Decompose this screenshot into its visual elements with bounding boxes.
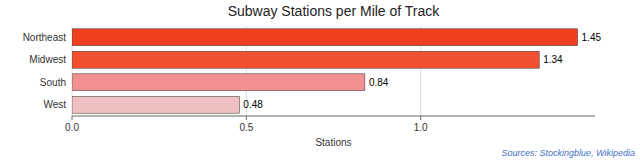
- category-label: Northeast: [23, 32, 67, 43]
- tick-mark: [420, 116, 421, 120]
- data-label: 0.48: [243, 99, 263, 110]
- x-axis-line: [72, 116, 595, 117]
- chart-svg: Subway Stations per Mile of Track 0.0 0.5 1…: [0, 0, 640, 160]
- tick-label: 0.5: [239, 122, 253, 133]
- source: Sources: Stockingblue, Wikipedia: [502, 148, 636, 158]
- x-axis-label: Stations: [315, 137, 351, 148]
- category-label: Midwest: [29, 54, 66, 65]
- data-label: 0.84: [369, 77, 389, 88]
- tick-mark: [72, 116, 73, 120]
- data-label: 1.45: [582, 32, 602, 43]
- bar: [72, 51, 539, 68]
- labels: 1.45 1.34 0.84 0.48: [243, 32, 601, 111]
- tick-mark: [246, 116, 247, 120]
- bar: [72, 29, 578, 46]
- category-label: West: [43, 99, 66, 110]
- tick-label: 0.0: [65, 122, 79, 133]
- title: Subway Stations per Mile of Track: [228, 3, 441, 19]
- tick-label: 1.0: [414, 122, 428, 133]
- bar: [72, 74, 365, 91]
- bar: [72, 96, 239, 113]
- data-label: 1.34: [543, 54, 563, 65]
- chart-container: Subway Stations per Mile of Track 0.0 0.5 1…: [0, 0, 640, 160]
- category-label: South: [40, 77, 66, 88]
- bars: [72, 29, 578, 113]
